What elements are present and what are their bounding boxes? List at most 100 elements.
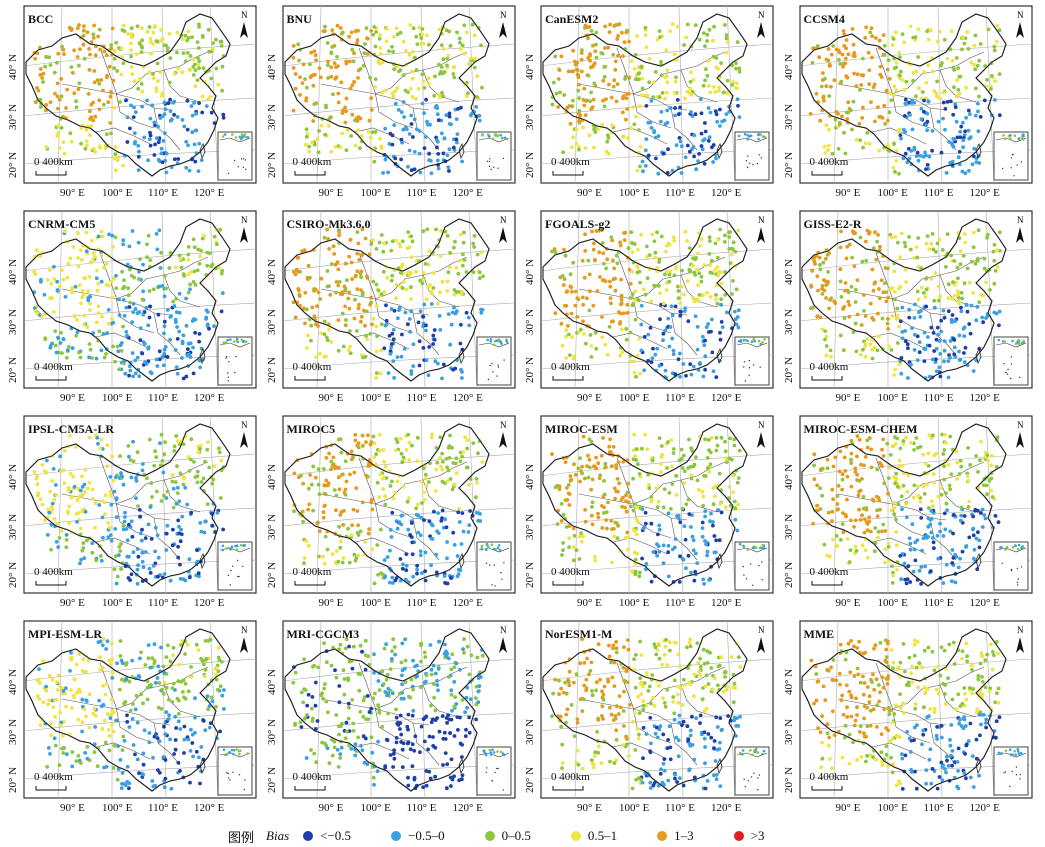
station-dot <box>687 512 692 516</box>
station-dot <box>372 441 376 446</box>
inset-coastline <box>736 547 768 553</box>
station-dot <box>104 352 108 356</box>
station-dot <box>121 23 126 28</box>
station-dot <box>903 280 908 284</box>
station-dot <box>840 52 844 57</box>
station-dot <box>624 509 629 514</box>
station-dot <box>120 269 124 274</box>
station-dot <box>94 276 99 281</box>
station-dot <box>140 104 145 109</box>
station-dot <box>695 297 700 302</box>
station-dot <box>894 60 898 65</box>
station-dot <box>647 57 652 61</box>
station-dot <box>862 517 867 521</box>
station-dot <box>129 32 134 36</box>
map-panel-bcc: N BCC 40° N 30° N 20° N 90° E 100° E 110° E 120°… <box>4 4 262 207</box>
station-dot <box>826 251 831 255</box>
station-dot <box>334 55 339 59</box>
station-dot <box>559 501 564 506</box>
station-dot <box>963 545 968 549</box>
station-dot <box>305 507 310 512</box>
station-dot <box>611 258 615 263</box>
station-dot <box>934 451 938 456</box>
station-dot <box>900 336 904 341</box>
station-dot <box>302 77 307 81</box>
station-dot <box>333 290 338 295</box>
map-svg: N <box>540 210 774 389</box>
station-dot <box>965 266 969 271</box>
station-dot <box>343 487 347 492</box>
station-dot <box>953 105 958 110</box>
station-dot <box>889 314 894 319</box>
station-dot <box>111 78 116 83</box>
station-dot <box>111 244 115 249</box>
station-dot <box>451 145 456 150</box>
station-dot <box>423 97 428 102</box>
map-panel-miroc-esm-chem: N MIROC-ESM-CHEM 40° N 30° N 20° N 90° E 100° … <box>780 414 1038 617</box>
station-dot <box>700 147 705 152</box>
station-dot <box>475 451 480 456</box>
station-dot <box>390 91 394 95</box>
inset-station-dot <box>1013 134 1016 137</box>
station-dot <box>625 92 629 96</box>
station-dot <box>129 475 134 480</box>
station-dot <box>127 454 131 459</box>
station-dot <box>336 241 341 245</box>
station-dot <box>95 435 100 440</box>
station-dot <box>409 122 413 126</box>
station-dot <box>837 122 842 127</box>
station-dot <box>885 67 890 72</box>
station-dot <box>587 308 592 313</box>
station-dot <box>121 298 126 302</box>
station-dot <box>83 146 88 151</box>
inset-station-dot <box>498 133 502 137</box>
station-dot <box>121 324 125 329</box>
station-dot <box>366 531 371 536</box>
station-dot <box>158 266 163 270</box>
scale-label: 0 400km <box>34 361 73 373</box>
graticule-line <box>57 210 63 389</box>
station-dot <box>848 461 853 465</box>
station-dot <box>161 470 166 475</box>
station-dot <box>414 563 419 568</box>
station-dot <box>454 471 459 475</box>
station-dot <box>845 299 850 304</box>
station-dot <box>472 56 477 61</box>
station-dot <box>83 509 88 514</box>
station-dot <box>737 66 742 71</box>
station-dot <box>151 564 156 568</box>
station-dot <box>961 253 966 258</box>
province-boundary <box>837 83 908 95</box>
station-dot <box>886 544 890 549</box>
station-dot <box>945 56 949 61</box>
station-dot <box>362 51 366 56</box>
station-dot <box>215 242 219 247</box>
station-dot <box>407 272 412 277</box>
station-dot <box>962 171 967 176</box>
station-dot <box>976 94 981 99</box>
station-dot <box>343 323 348 328</box>
station-dot <box>413 34 418 39</box>
station-dot <box>593 130 598 134</box>
station-dot <box>371 434 375 439</box>
station-dot <box>931 349 936 353</box>
station-dot <box>450 487 454 492</box>
station-dot <box>688 149 692 154</box>
graticule-line <box>23 248 257 272</box>
station-dot <box>175 30 180 35</box>
station-dot <box>968 60 973 65</box>
station-dot <box>826 306 831 311</box>
station-dot <box>952 102 957 107</box>
station-dot <box>703 514 707 519</box>
station-dot <box>959 47 964 52</box>
station-dot <box>161 139 166 143</box>
station-dot <box>594 30 599 35</box>
station-dot <box>579 327 583 332</box>
station-dot <box>126 444 131 448</box>
station-dot <box>609 95 614 100</box>
station-dot <box>180 356 184 360</box>
station-dot <box>155 61 160 66</box>
station-dot <box>35 482 40 487</box>
station-dot <box>450 367 455 372</box>
station-dot <box>107 525 112 530</box>
